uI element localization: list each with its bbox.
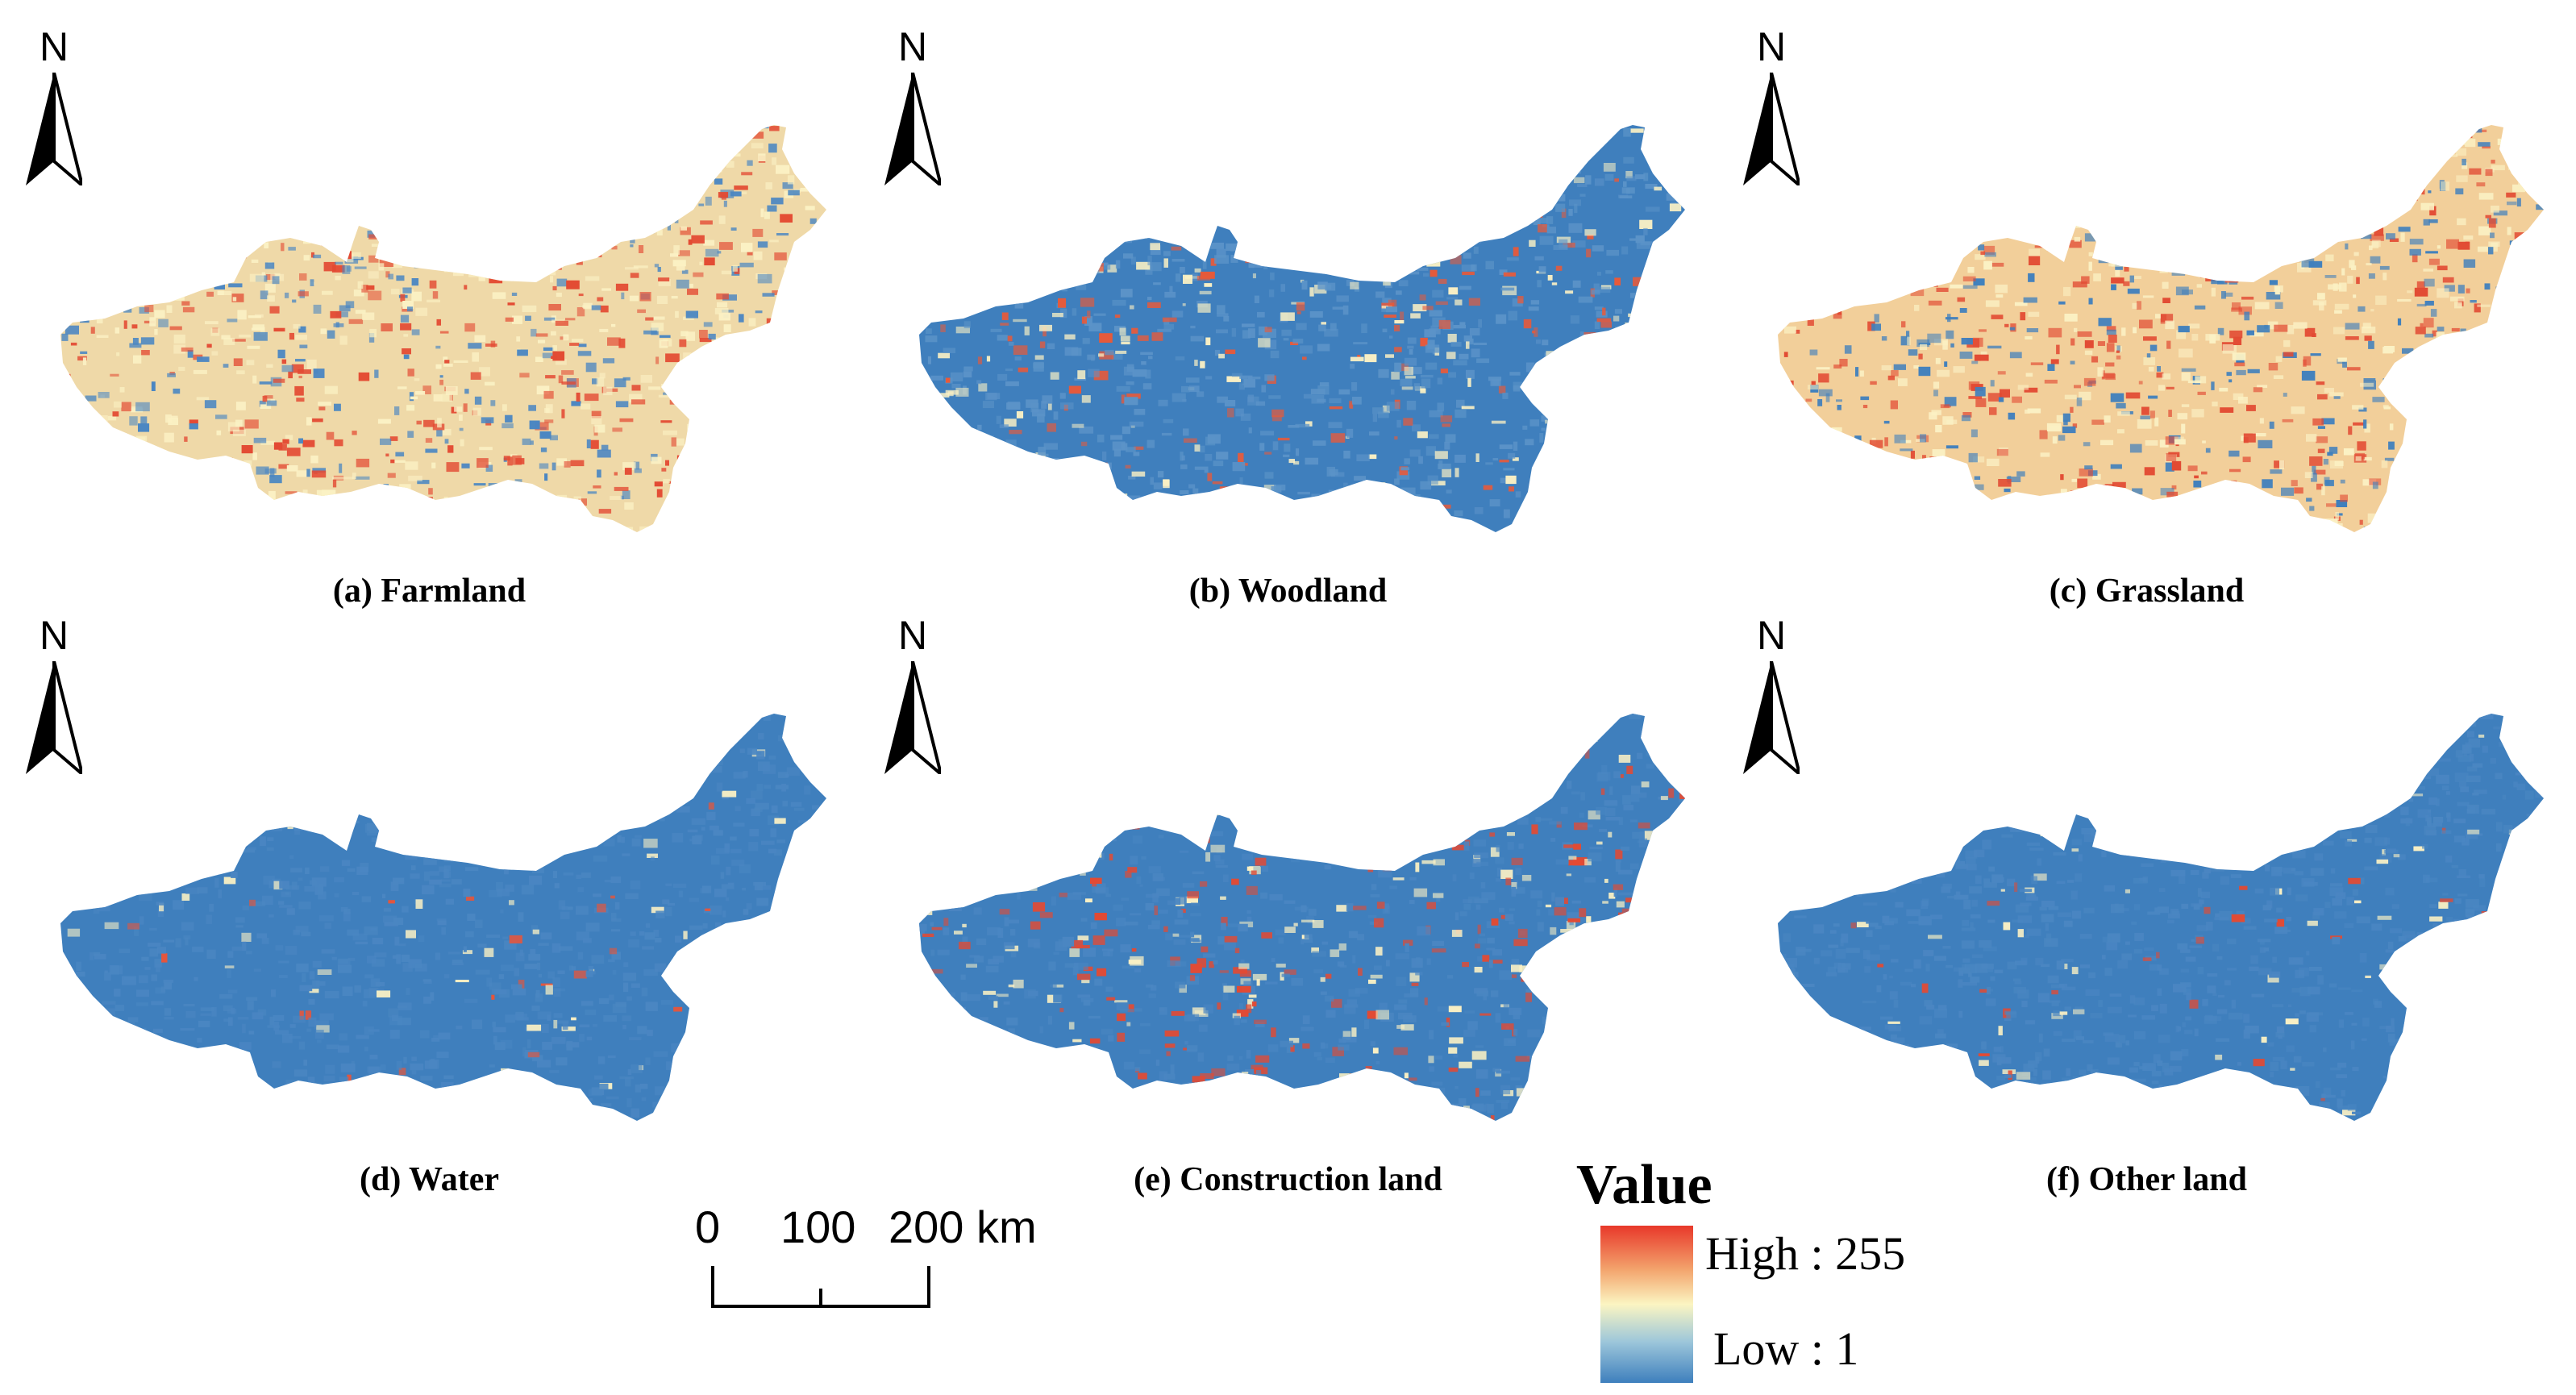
region-map	[60, 714, 826, 1121]
legend-title: Value	[1576, 1154, 1712, 1216]
scale-label-100: 100	[780, 1201, 856, 1252]
panel-caption: (e) Construction land	[1134, 1161, 1442, 1198]
panel-caption: (a) Farmland	[332, 573, 526, 610]
region-fill	[919, 714, 1685, 1121]
legend-high-label: High : 255	[1705, 1227, 1906, 1280]
legend: Value High : 255 Low : 1	[1576, 1153, 1995, 1395]
north-arrow-icon	[884, 73, 941, 185]
north-arrow-icon	[1743, 661, 1800, 774]
north-arrow: N	[1735, 613, 1808, 774]
north-label: N	[39, 24, 69, 69]
scale-label-0: 0	[695, 1201, 721, 1252]
scale-bar: 0 100 200 km	[695, 1201, 1074, 1322]
north-arrow-icon	[26, 73, 82, 185]
map-panel-construction-land: N (e) Construction land	[859, 589, 1717, 1198]
north-label: N	[897, 24, 928, 69]
map-panel-water: N (d) Water	[0, 589, 859, 1198]
north-label: N	[1756, 24, 1787, 69]
north-arrow: N	[18, 24, 90, 185]
north-arrow-icon	[1743, 73, 1800, 185]
region-fill	[1778, 125, 2544, 532]
region-map	[1778, 125, 2544, 532]
panel-caption: (d) Water	[359, 1161, 500, 1198]
panel-caption: (c) Grassland	[2049, 573, 2245, 610]
north-label: N	[39, 613, 69, 658]
panel-caption: (b) Woodland	[1188, 573, 1388, 610]
region-map	[1778, 714, 2544, 1121]
map-panel-woodland: N (b) Woodland	[859, 0, 1717, 610]
region-map	[60, 125, 826, 532]
map-panel-other-land: N (f) Other land	[1717, 589, 2576, 1198]
region-map	[919, 714, 1685, 1121]
north-arrow: N	[876, 613, 949, 774]
panel-caption: (f) Other land	[2046, 1161, 2247, 1198]
map-panel-farmland: N (a) Farmland	[0, 0, 859, 610]
scale-label-200: 200 km	[888, 1201, 1037, 1252]
north-label: N	[1756, 613, 1787, 658]
region-fill	[1778, 714, 2544, 1121]
map-panel-grassland: N (c) Grassland	[1717, 0, 2576, 610]
region-fill	[60, 714, 826, 1121]
north-label: N	[897, 613, 928, 658]
north-arrow: N	[18, 613, 90, 774]
north-arrow-icon	[26, 661, 82, 774]
legend-color-ramp	[1600, 1226, 1693, 1383]
scale-bar-line	[711, 1266, 930, 1308]
north-arrow: N	[876, 24, 949, 185]
north-arrow-icon	[884, 661, 941, 774]
region-map	[919, 125, 1685, 532]
legend-low-label: Low : 1	[1713, 1322, 1859, 1375]
north-arrow: N	[1735, 24, 1808, 185]
region-fill	[60, 125, 826, 532]
